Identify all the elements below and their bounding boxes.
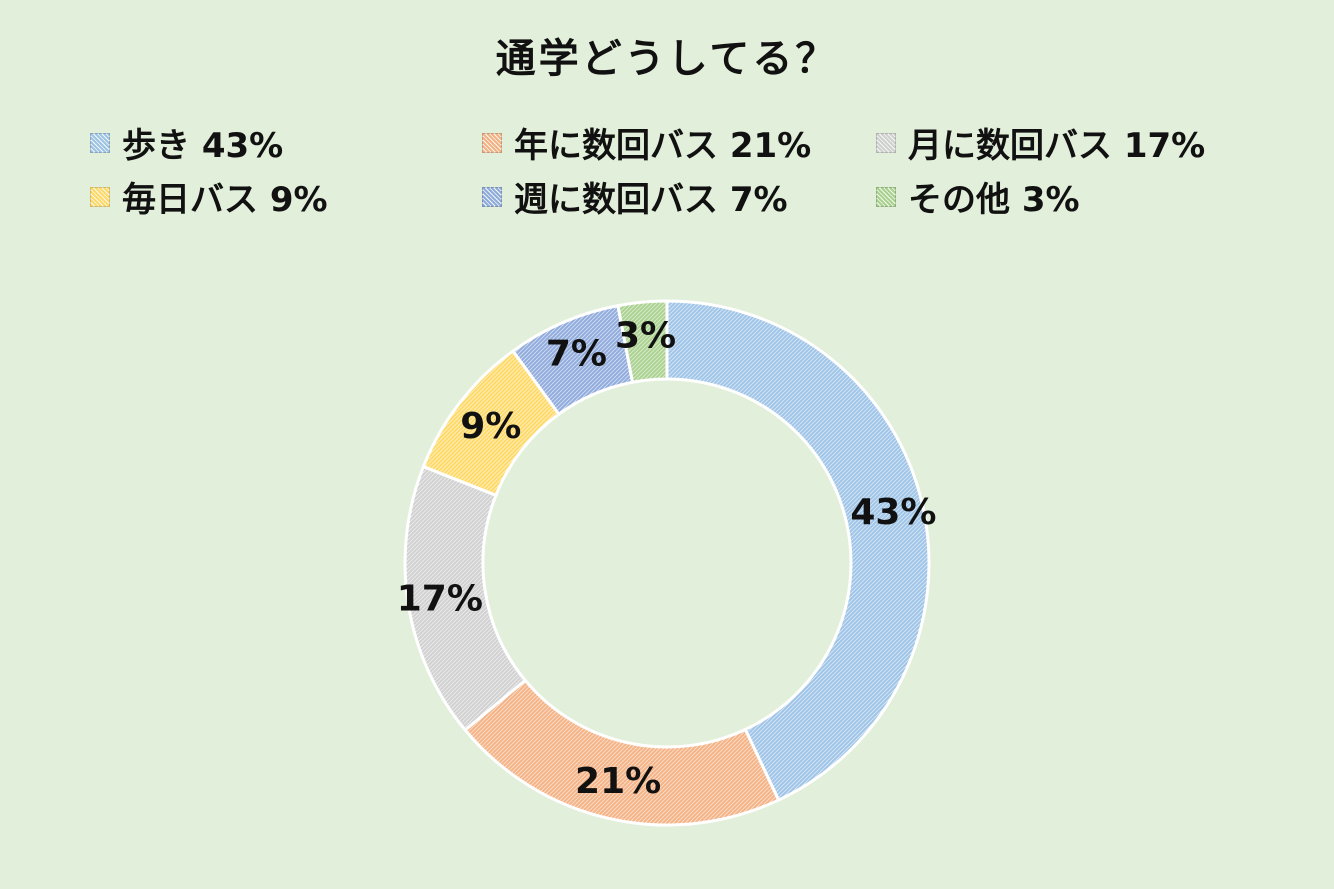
data-label-4: 9% [460,406,521,447]
legend-swatch [90,132,110,153]
data-label-3: 17% [397,578,483,619]
legend-label: その他 3% [908,180,1080,220]
legend-label: 毎日バス 9% [122,180,328,220]
slice-1 [665,299,931,803]
slice-2 [463,678,781,827]
chart-title: 通学どうしてる？ [495,36,839,82]
legend-item-6: その他 3% [876,172,1080,221]
legend-item-3: 月に数回バス 17% [876,118,1205,167]
legend-label: 歩き 43% [122,126,284,166]
legend-swatch [876,186,896,207]
legend-swatch [482,186,502,207]
legend-item-2: 年に数回バス 21% [482,118,811,167]
chart-legend: 歩き 43% 年に数回バス 21% 月に数回バス 17% 毎日バス 9% 週に数回バス … [0,0,1334,240]
legend-label: 月に数回バス 17% [908,126,1206,166]
legend-swatch [876,132,896,153]
legend-item-1: 歩き 43% [90,118,283,167]
slice-6 [616,299,669,385]
legend-label: 年に数回バス 21% [514,126,812,166]
legend-swatch [90,186,110,207]
data-label-1: 43% [850,492,936,533]
legend-label: 週に数回バス 7% [514,180,788,220]
legend-item-4: 毎日バス 9% [90,172,328,221]
legend-swatch [482,132,502,153]
data-label-2: 21% [575,761,661,802]
legend-item-5: 週に数回バス 7% [482,172,788,221]
data-label-5: 7% [546,333,607,374]
data-label-6: 3% [615,316,676,357]
